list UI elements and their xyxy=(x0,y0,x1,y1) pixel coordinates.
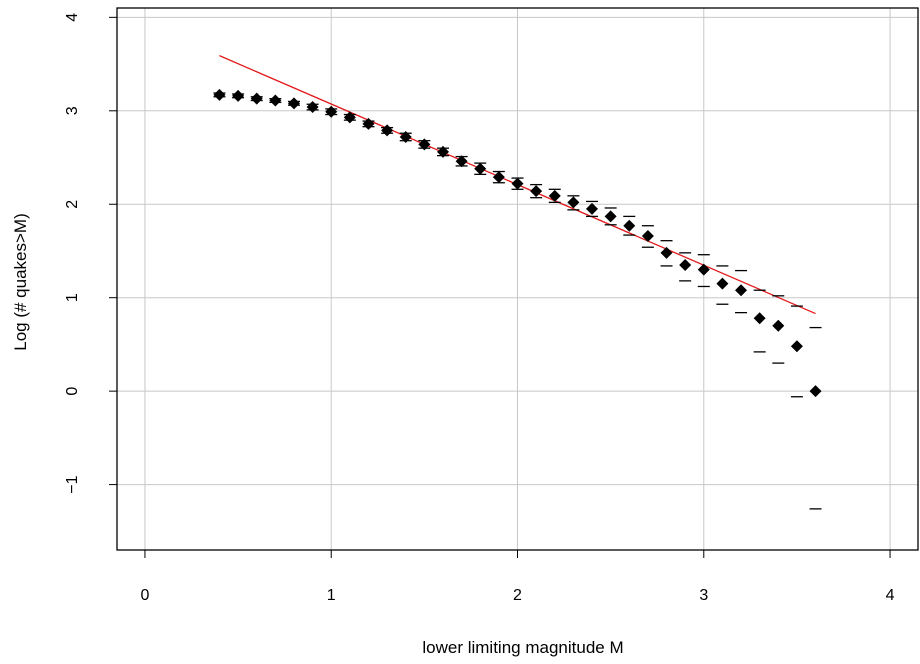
y-tick-label: 0 xyxy=(64,387,81,396)
data-point xyxy=(735,284,748,297)
y-tick-label: 3 xyxy=(64,106,81,115)
data-point xyxy=(753,312,766,325)
data-point xyxy=(213,88,226,101)
data-point xyxy=(250,92,263,105)
y-axis-title: Log (# quakes>M) xyxy=(11,213,30,351)
data-point xyxy=(511,177,524,190)
data-point xyxy=(492,171,505,184)
x-tick-label: 1 xyxy=(327,587,336,604)
y-tick-label: 4 xyxy=(64,13,81,22)
y-tick-label: −1 xyxy=(64,475,81,493)
data-point xyxy=(474,162,487,175)
x-axis-title: lower limiting magnitude M xyxy=(422,638,623,657)
x-tick-label: 3 xyxy=(699,587,708,604)
data-point xyxy=(455,155,468,168)
data-point xyxy=(287,97,300,110)
x-axis: 0 1 2 3 4 xyxy=(140,550,895,604)
data-point xyxy=(232,89,245,102)
data-point xyxy=(418,138,431,151)
data-point xyxy=(623,219,636,232)
data-point xyxy=(399,130,412,143)
x-tick-label: 0 xyxy=(140,587,149,604)
data-point xyxy=(772,319,785,332)
data-point xyxy=(641,230,654,243)
data-point xyxy=(269,94,282,107)
data-point xyxy=(436,145,449,158)
data-point xyxy=(697,263,710,276)
y-tick-label: 2 xyxy=(64,200,81,209)
data-point xyxy=(716,277,729,290)
data-point xyxy=(530,185,543,198)
x-tick-label: 4 xyxy=(886,587,895,604)
y-tick-label: 1 xyxy=(64,293,81,302)
data-point xyxy=(809,385,822,398)
y-axis: −1 0 1 2 3 4 xyxy=(64,13,117,494)
data-point xyxy=(660,246,673,259)
data-point xyxy=(343,111,356,124)
data-point xyxy=(306,101,319,114)
data-points xyxy=(213,88,822,398)
data-point xyxy=(790,340,803,353)
grid-lines xyxy=(117,8,918,550)
data-point xyxy=(325,105,338,118)
data-point xyxy=(586,202,599,215)
data-point xyxy=(679,258,692,271)
x-tick-label: 2 xyxy=(513,587,522,604)
data-point xyxy=(548,189,561,202)
data-point xyxy=(362,117,375,130)
data-point xyxy=(567,196,580,209)
data-point xyxy=(381,124,394,137)
data-point xyxy=(604,210,617,223)
